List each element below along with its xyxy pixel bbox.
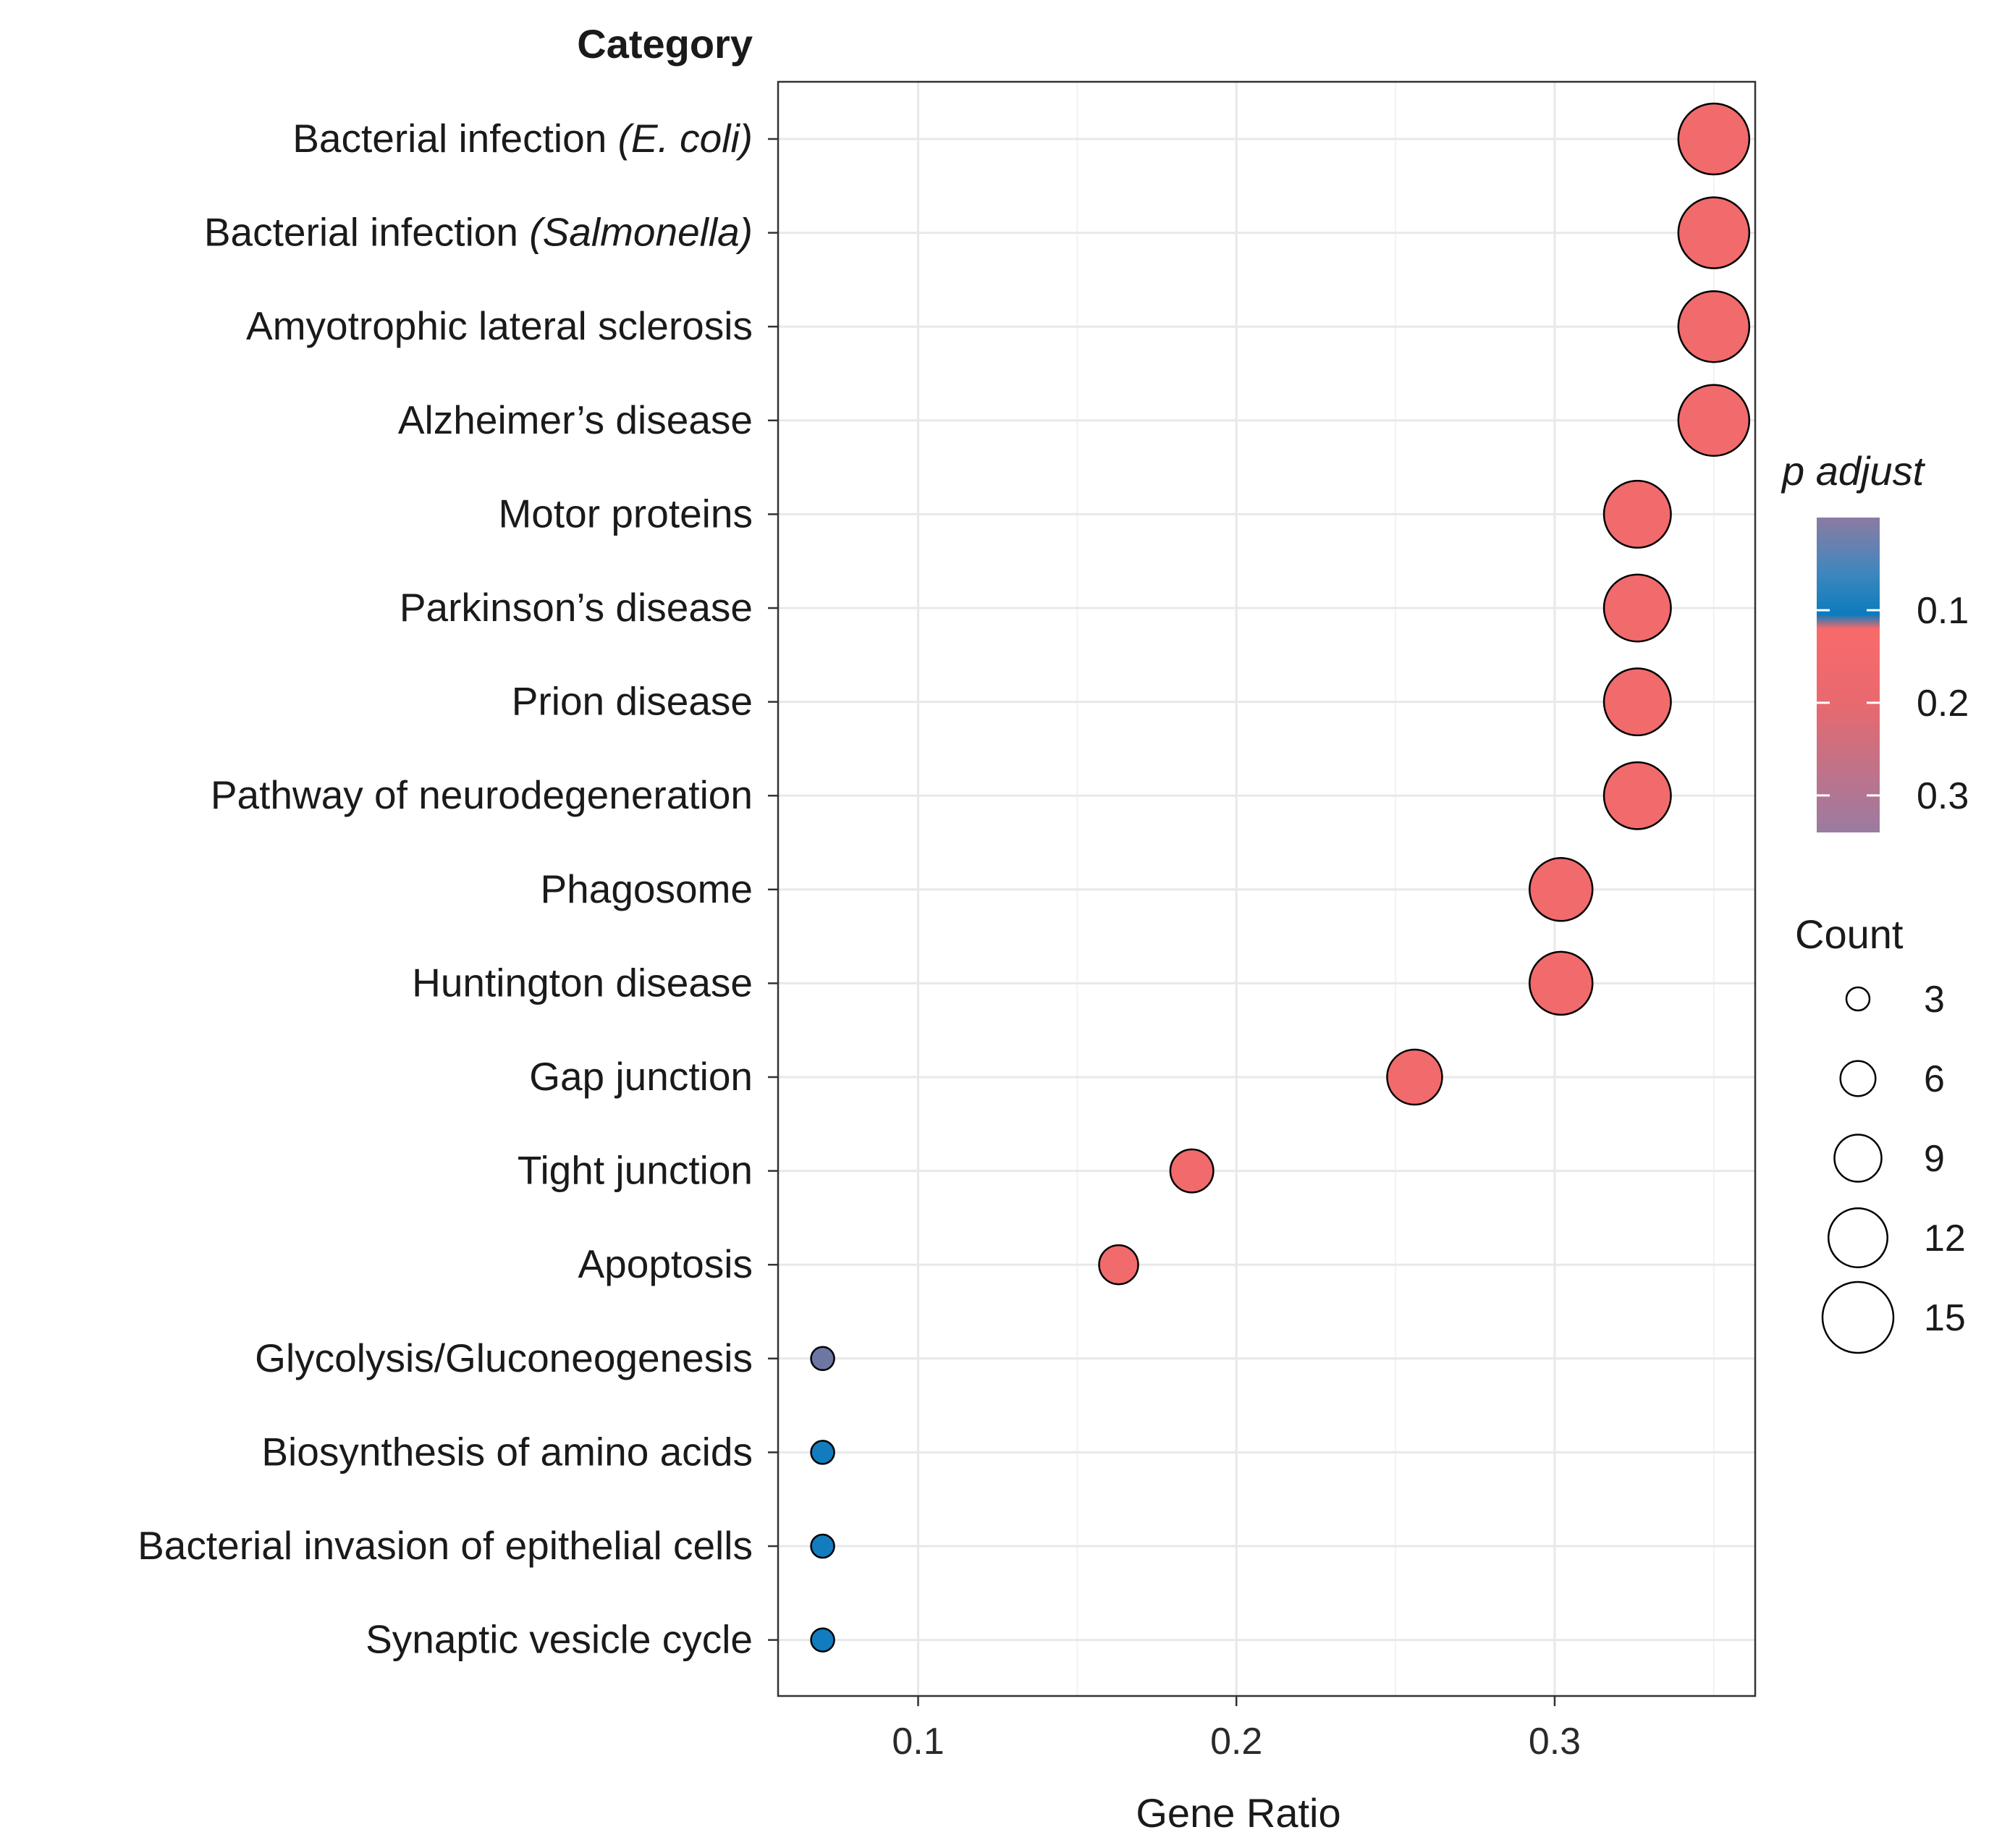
category-label: Huntington disease bbox=[412, 960, 753, 1005]
category-label: Glycolysis/Gluconeogenesis bbox=[255, 1336, 753, 1380]
x-labels: 0.1 0.2 0.3 bbox=[892, 1721, 1581, 1763]
category-label: Bacterial infection (E. coli) bbox=[292, 116, 753, 161]
size-legend-circle bbox=[1833, 1134, 1883, 1183]
color-legend-label: 0.1 bbox=[1917, 590, 1969, 632]
category-label: Bacterial invasion of epithelial cells bbox=[138, 1523, 753, 1568]
data-point bbox=[1169, 1148, 1215, 1194]
data-point bbox=[1602, 479, 1672, 549]
size-legend-label: 9 bbox=[1924, 1138, 1945, 1180]
data-point bbox=[1602, 667, 1672, 737]
data-point bbox=[810, 1440, 835, 1465]
data-point bbox=[1386, 1048, 1443, 1106]
color-legend-label: 0.3 bbox=[1917, 775, 1969, 817]
size-legend-items: 3 6 9 12 15 bbox=[1821, 979, 1966, 1354]
data-point bbox=[1098, 1244, 1139, 1286]
size-legend-title: Count bbox=[1795, 911, 1904, 957]
data-points bbox=[810, 102, 1751, 1653]
size-legend-label: 12 bbox=[1924, 1218, 1966, 1260]
size-legend-circle bbox=[1845, 986, 1871, 1012]
data-point bbox=[1529, 857, 1594, 922]
data-point bbox=[810, 1533, 835, 1559]
category-label: Parkinson’s disease bbox=[400, 585, 753, 630]
color-legend-label: 0.2 bbox=[1917, 683, 1969, 725]
data-point bbox=[1677, 102, 1751, 176]
category-label: Bacterial infection (Salmonella) bbox=[204, 210, 753, 255]
category-label: Pathway of neurodegeneration bbox=[211, 772, 753, 817]
category-label: Amyotrophic lateral sclerosis bbox=[246, 303, 753, 348]
size-legend-circle bbox=[1839, 1060, 1877, 1097]
data-point bbox=[1602, 761, 1672, 830]
data-point bbox=[1602, 573, 1672, 643]
data-point bbox=[1677, 384, 1751, 457]
category-label: Gap junction bbox=[529, 1054, 753, 1099]
size-legend-circle bbox=[1828, 1207, 1888, 1268]
data-point bbox=[1529, 950, 1594, 1016]
x-tick-label: 0.1 bbox=[892, 1721, 944, 1763]
data-point bbox=[810, 1627, 835, 1653]
category-label: Tight junction bbox=[518, 1148, 753, 1193]
size-legend-label: 15 bbox=[1924, 1297, 1966, 1339]
category-label: Motor proteins bbox=[498, 491, 753, 536]
color-legend: p adjust 0.1 0.2 0.3 bbox=[1781, 448, 1969, 832]
category-label: Biosynthesis of amino acids bbox=[261, 1429, 753, 1474]
data-point bbox=[810, 1346, 835, 1372]
color-legend-ticks: 0.1 0.2 0.3 bbox=[1817, 590, 1969, 817]
size-legend: Count 3 6 9 12 15 bbox=[1795, 911, 1966, 1354]
category-label: Alzheimer’s disease bbox=[398, 397, 753, 442]
category-label: Phagosome bbox=[540, 866, 753, 911]
x-tick-label: 0.2 bbox=[1210, 1721, 1262, 1763]
y-labels: Bacterial infection (E. coli) Bacterial i… bbox=[138, 116, 753, 1662]
y-axis-title: Category bbox=[577, 21, 753, 67]
grid-lines bbox=[778, 82, 1755, 1696]
size-legend-label: 3 bbox=[1924, 979, 1945, 1021]
size-legend-label: 6 bbox=[1924, 1058, 1945, 1100]
color-legend-title: p adjust bbox=[1781, 448, 1926, 494]
category-label: Prion disease bbox=[512, 679, 753, 724]
category-label: Synaptic vesicle cycle bbox=[366, 1617, 753, 1662]
y-ticks bbox=[768, 138, 778, 1641]
x-ticks bbox=[917, 1696, 1556, 1706]
color-legend-bar bbox=[1817, 518, 1880, 832]
category-label: Apoptosis bbox=[578, 1241, 753, 1286]
data-point bbox=[1677, 290, 1751, 363]
size-legend-circle bbox=[1821, 1280, 1895, 1354]
panel-border bbox=[777, 80, 1757, 1697]
data-point bbox=[1677, 196, 1751, 269]
x-tick-label: 0.3 bbox=[1529, 1721, 1581, 1763]
x-axis-title: Gene Ratio bbox=[1136, 1790, 1340, 1836]
